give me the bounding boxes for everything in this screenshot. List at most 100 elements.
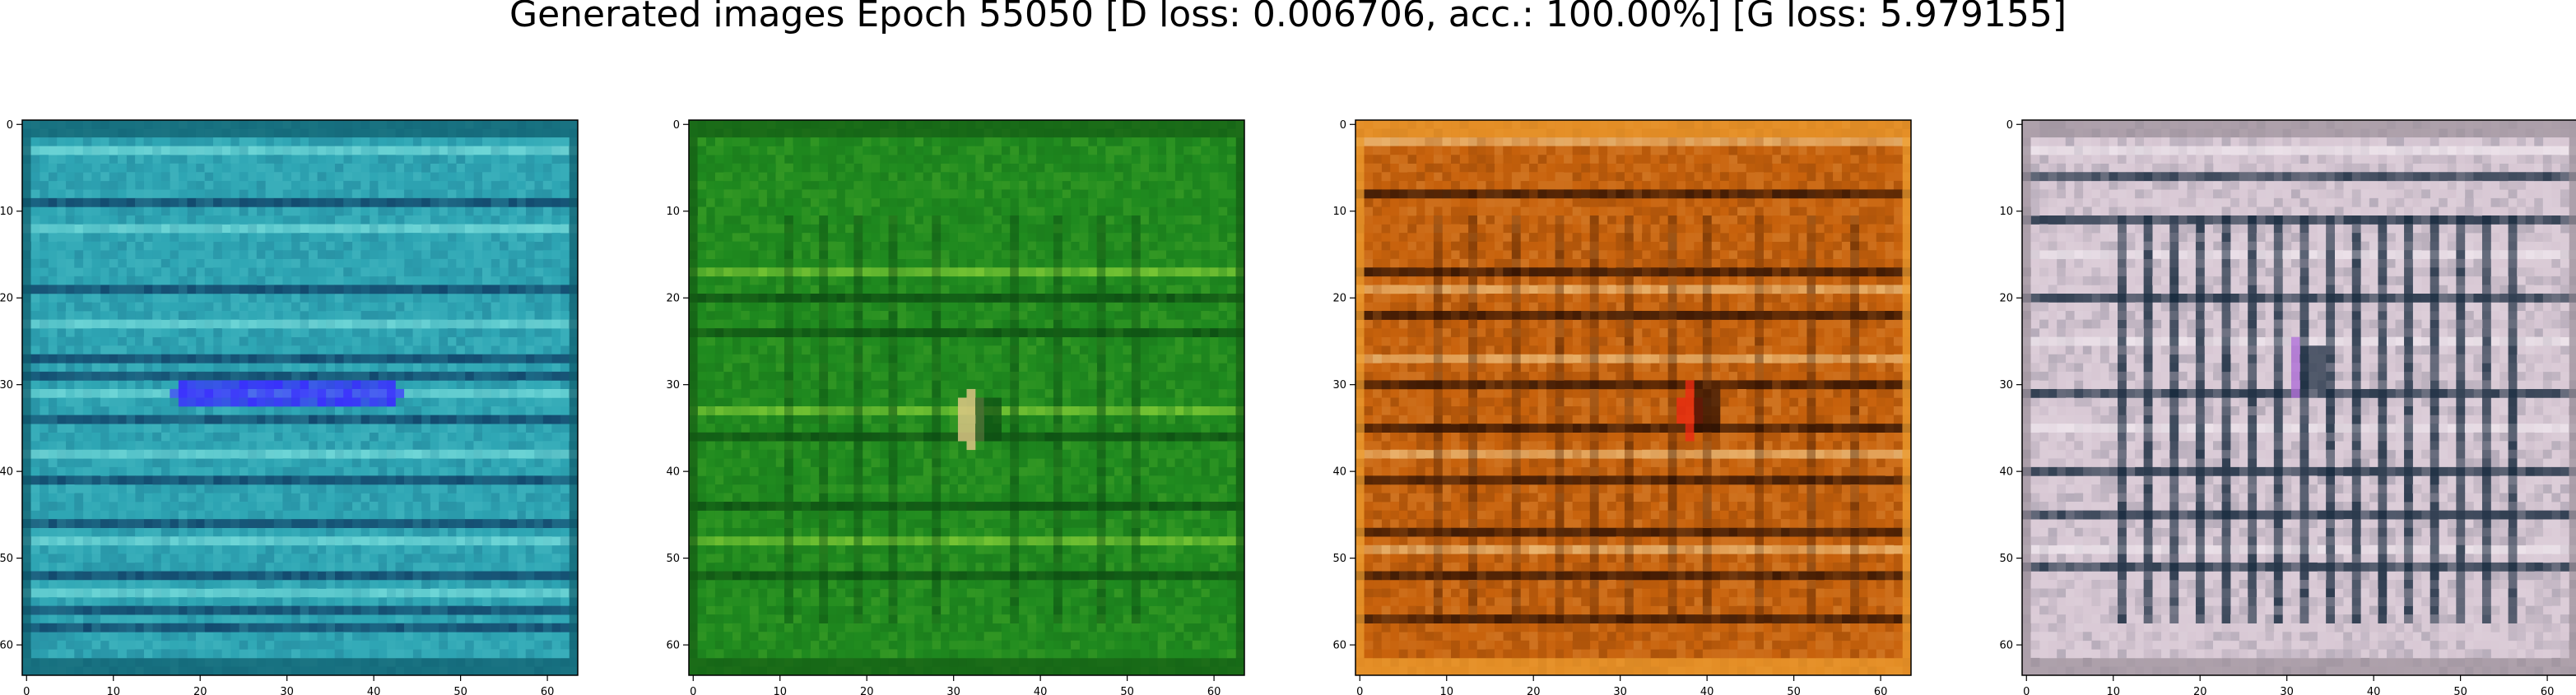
image-pixels	[1806, 484, 1816, 493]
image-pixels	[853, 536, 863, 546]
image-pixels	[1702, 519, 1712, 529]
image-pixels	[1511, 614, 1521, 624]
image-pixels	[1685, 189, 1695, 199]
image-pixels	[2022, 544, 2031, 554]
image-pixels	[517, 623, 527, 632]
y-tick-label: 0	[673, 119, 680, 132]
image-pixels	[256, 397, 266, 407]
image-pixels	[1806, 258, 1816, 268]
image-pixels	[1572, 449, 1582, 459]
image-pixels	[1520, 189, 1530, 199]
image-pixels	[1381, 285, 1391, 294]
image-pixels	[1806, 302, 1816, 312]
image-pixels	[1555, 345, 1565, 355]
image-pixels	[1468, 285, 1477, 294]
y-tick-label: 50	[666, 553, 680, 565]
image-pixels	[1096, 597, 1106, 606]
image-pixels	[689, 502, 698, 511]
x-tick-label: 30	[280, 686, 294, 695]
image-pixels	[1806, 363, 1816, 373]
image-pixels	[300, 475, 309, 485]
image-pixels	[2230, 544, 2239, 554]
image-pixels	[1398, 614, 1408, 624]
image-pixels	[317, 380, 327, 390]
image-pixels	[1071, 267, 1080, 277]
image-pixels	[1746, 424, 1755, 433]
y-tick-label: 20	[1332, 293, 1346, 305]
image-pixels	[1850, 493, 1860, 503]
image-pixels	[1018, 406, 1028, 415]
image-pixels	[152, 588, 162, 598]
image-pixels	[1850, 544, 1860, 554]
image-pixels	[534, 319, 544, 329]
image-pixels	[1027, 571, 1037, 581]
image-pixels	[1459, 424, 1469, 433]
image-pixels	[1511, 285, 1521, 294]
image-pixels	[2569, 388, 2576, 398]
image-pixels	[1096, 527, 1106, 537]
image-pixels	[1433, 424, 1443, 433]
y-tick-label: 10	[1999, 206, 2013, 218]
image-pixels	[1494, 544, 1504, 554]
image-pixels	[273, 397, 283, 407]
image-pixels	[1096, 233, 1106, 242]
y-tick-label: 10	[1332, 206, 1346, 218]
image-pixels	[569, 371, 579, 424]
image-pixels	[784, 380, 793, 390]
image-pixels	[1053, 267, 1062, 277]
image-pixels	[1850, 258, 1860, 268]
image-pixels	[74, 536, 84, 546]
image-pixels	[1624, 527, 1634, 537]
image-pixels	[1589, 605, 1599, 615]
image-pixels	[1763, 189, 1773, 199]
image-pixels	[1858, 449, 1868, 459]
image-pixels	[569, 319, 579, 329]
x-tick-label: 50	[453, 686, 467, 695]
image-pixels	[2351, 250, 2361, 260]
image-pixels	[542, 475, 552, 485]
x-tick-label: 20	[193, 686, 207, 695]
image-pixels	[1564, 424, 1573, 433]
image-pixels	[1390, 137, 1400, 146]
image-pixels	[1218, 536, 1228, 546]
image-pixels	[1503, 380, 1513, 390]
image-pixels	[1555, 406, 1565, 415]
image-pixels	[732, 406, 742, 415]
image-pixels	[481, 475, 491, 485]
image-pixels	[291, 388, 300, 398]
image-pixels	[1616, 354, 1625, 364]
image-pixels	[966, 397, 976, 407]
image-pixels	[1537, 354, 1547, 364]
image-pixels	[2412, 250, 2422, 260]
image-pixels	[1902, 189, 1912, 199]
image-pixels	[1528, 189, 1538, 199]
image-pixels	[317, 397, 327, 407]
image-pixels	[1755, 554, 1765, 563]
image-pixels	[1702, 328, 1712, 337]
image-pixels	[65, 449, 75, 459]
axes-2: 0 10 20 30 40 50 60 0 10 20 30 40 50 60	[666, 119, 1245, 695]
image-pixels	[1755, 380, 1765, 390]
image-pixels	[1355, 449, 1365, 459]
image-pixels	[404, 588, 413, 598]
image-pixels	[2569, 146, 2576, 155]
image-pixels	[853, 215, 863, 225]
image-pixels	[1659, 449, 1668, 459]
image-pixels	[1468, 137, 1477, 146]
image-pixels	[975, 293, 984, 303]
image-pixels	[1468, 363, 1477, 373]
image-pixels	[2290, 380, 2300, 390]
image-pixels	[1676, 449, 1686, 459]
image-pixels	[334, 380, 344, 390]
image-pixels	[1416, 544, 1425, 554]
y-tick-label: 20	[1999, 293, 2013, 305]
image-pixels	[2299, 354, 2309, 364]
image-pixels	[456, 588, 466, 598]
image-pixels	[360, 371, 370, 381]
image-pixels	[1806, 354, 1816, 364]
image-pixels	[360, 380, 370, 390]
image-pixels	[1624, 345, 1634, 355]
image-pixels	[1702, 562, 1712, 572]
image-pixels	[421, 146, 431, 155]
y-tick-label: 10	[666, 206, 680, 218]
